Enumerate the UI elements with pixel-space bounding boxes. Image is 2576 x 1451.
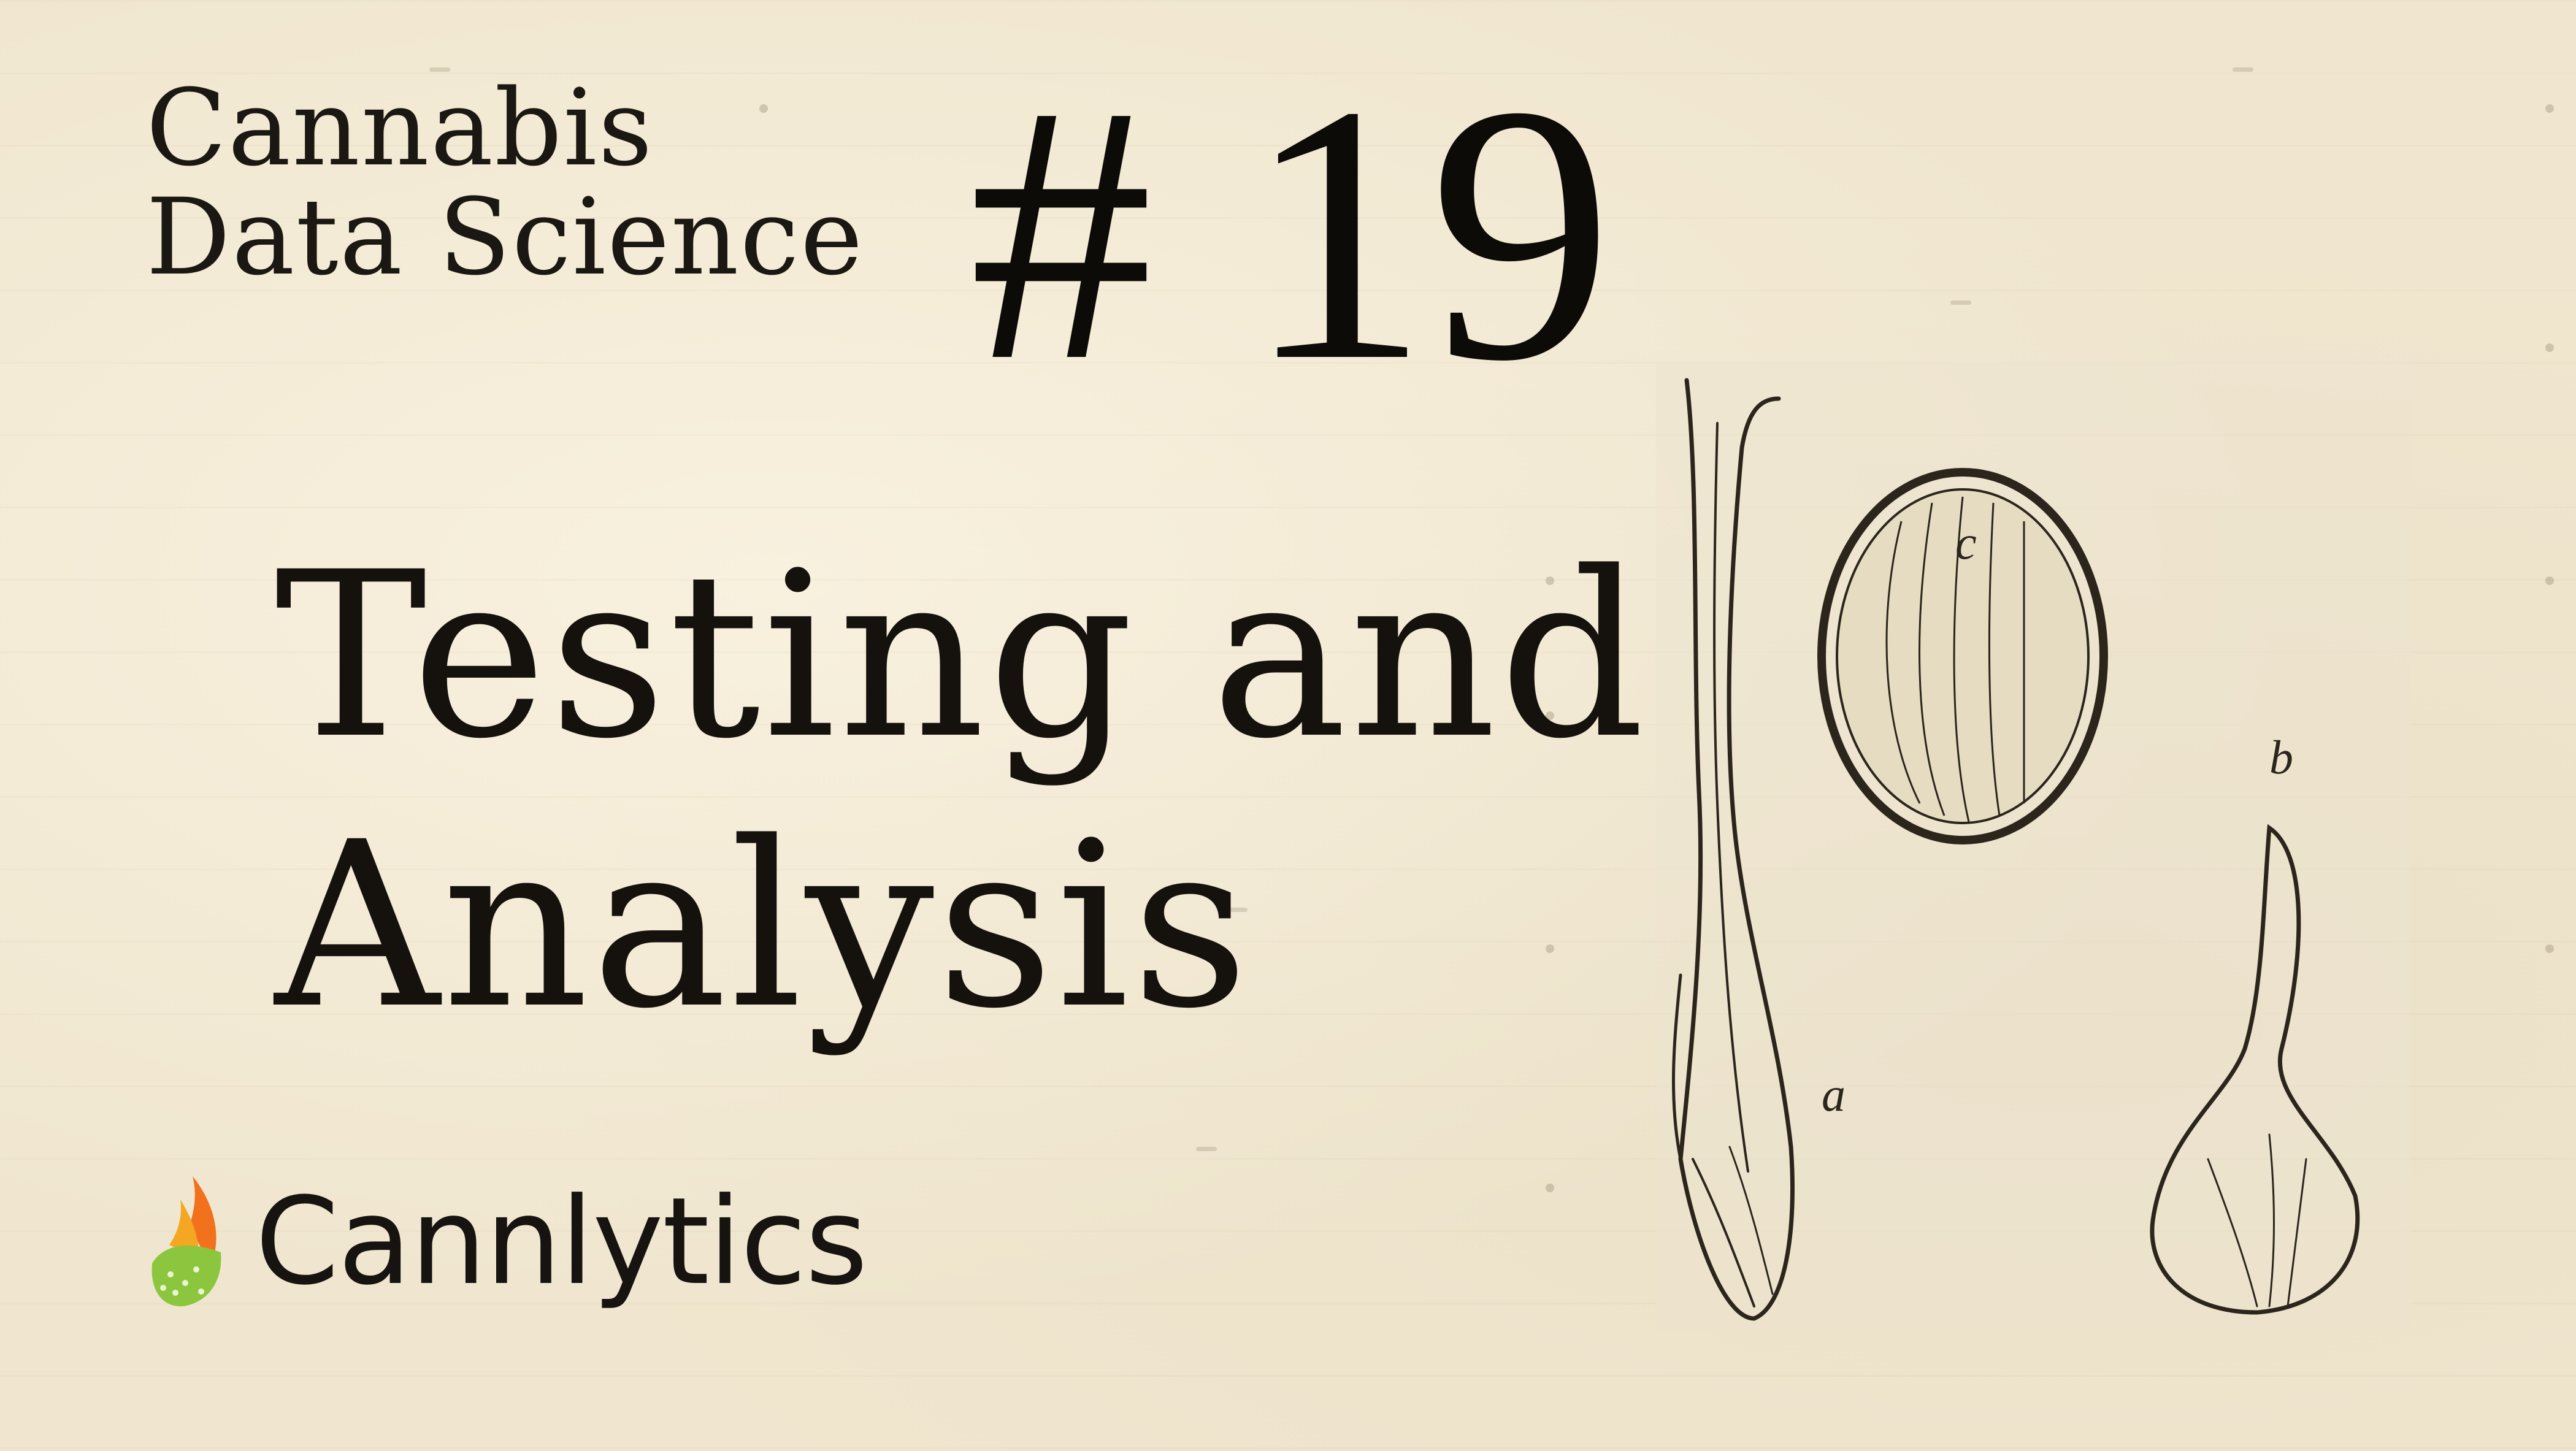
page-dot	[759, 104, 768, 113]
episode-number: # 19	[969, 29, 1613, 437]
episode-title-line1: Testing and	[275, 523, 1648, 789]
figure-label-a: a	[1822, 1068, 1846, 1121]
botanical-seed-illustration: c b a	[1656, 362, 2410, 1331]
episode-title-line2: Analysis	[275, 793, 1251, 1059]
figure-label-c: c	[1955, 516, 1977, 569]
episode-title: Testing and Analysis	[275, 521, 1647, 1061]
page-dash	[2233, 67, 2253, 72]
page-dash	[1227, 908, 1248, 912]
page-dot	[1546, 711, 1554, 720]
page-dot	[1546, 944, 1554, 953]
seed-drawing	[1671, 378, 2360, 1321]
page-dot	[1546, 576, 1554, 585]
series-title: Cannabis Data Science	[146, 74, 864, 292]
bract-figure-a	[1671, 378, 1795, 1321]
flame-leaf-icon	[151, 1176, 221, 1307]
bract-figure-b	[2150, 824, 2360, 1315]
page-dash	[429, 67, 450, 72]
seed-figure-c	[1817, 468, 2108, 844]
page-dot	[2545, 576, 2554, 585]
figure-label-b: b	[2269, 730, 2293, 784]
page-dot	[1546, 1184, 1554, 1192]
brand-logo: Cannlytics	[145, 1168, 868, 1315]
page-dot	[2545, 343, 2554, 352]
series-title-line1: Cannabis	[146, 66, 654, 190]
series-title-line2: Data Science	[146, 175, 864, 299]
page-dash	[1950, 301, 1971, 305]
page-dot	[2545, 104, 2554, 113]
page-dot	[2545, 944, 2554, 953]
brand-name: Cannlytics	[255, 1172, 868, 1312]
page-dash	[1196, 1147, 1217, 1151]
